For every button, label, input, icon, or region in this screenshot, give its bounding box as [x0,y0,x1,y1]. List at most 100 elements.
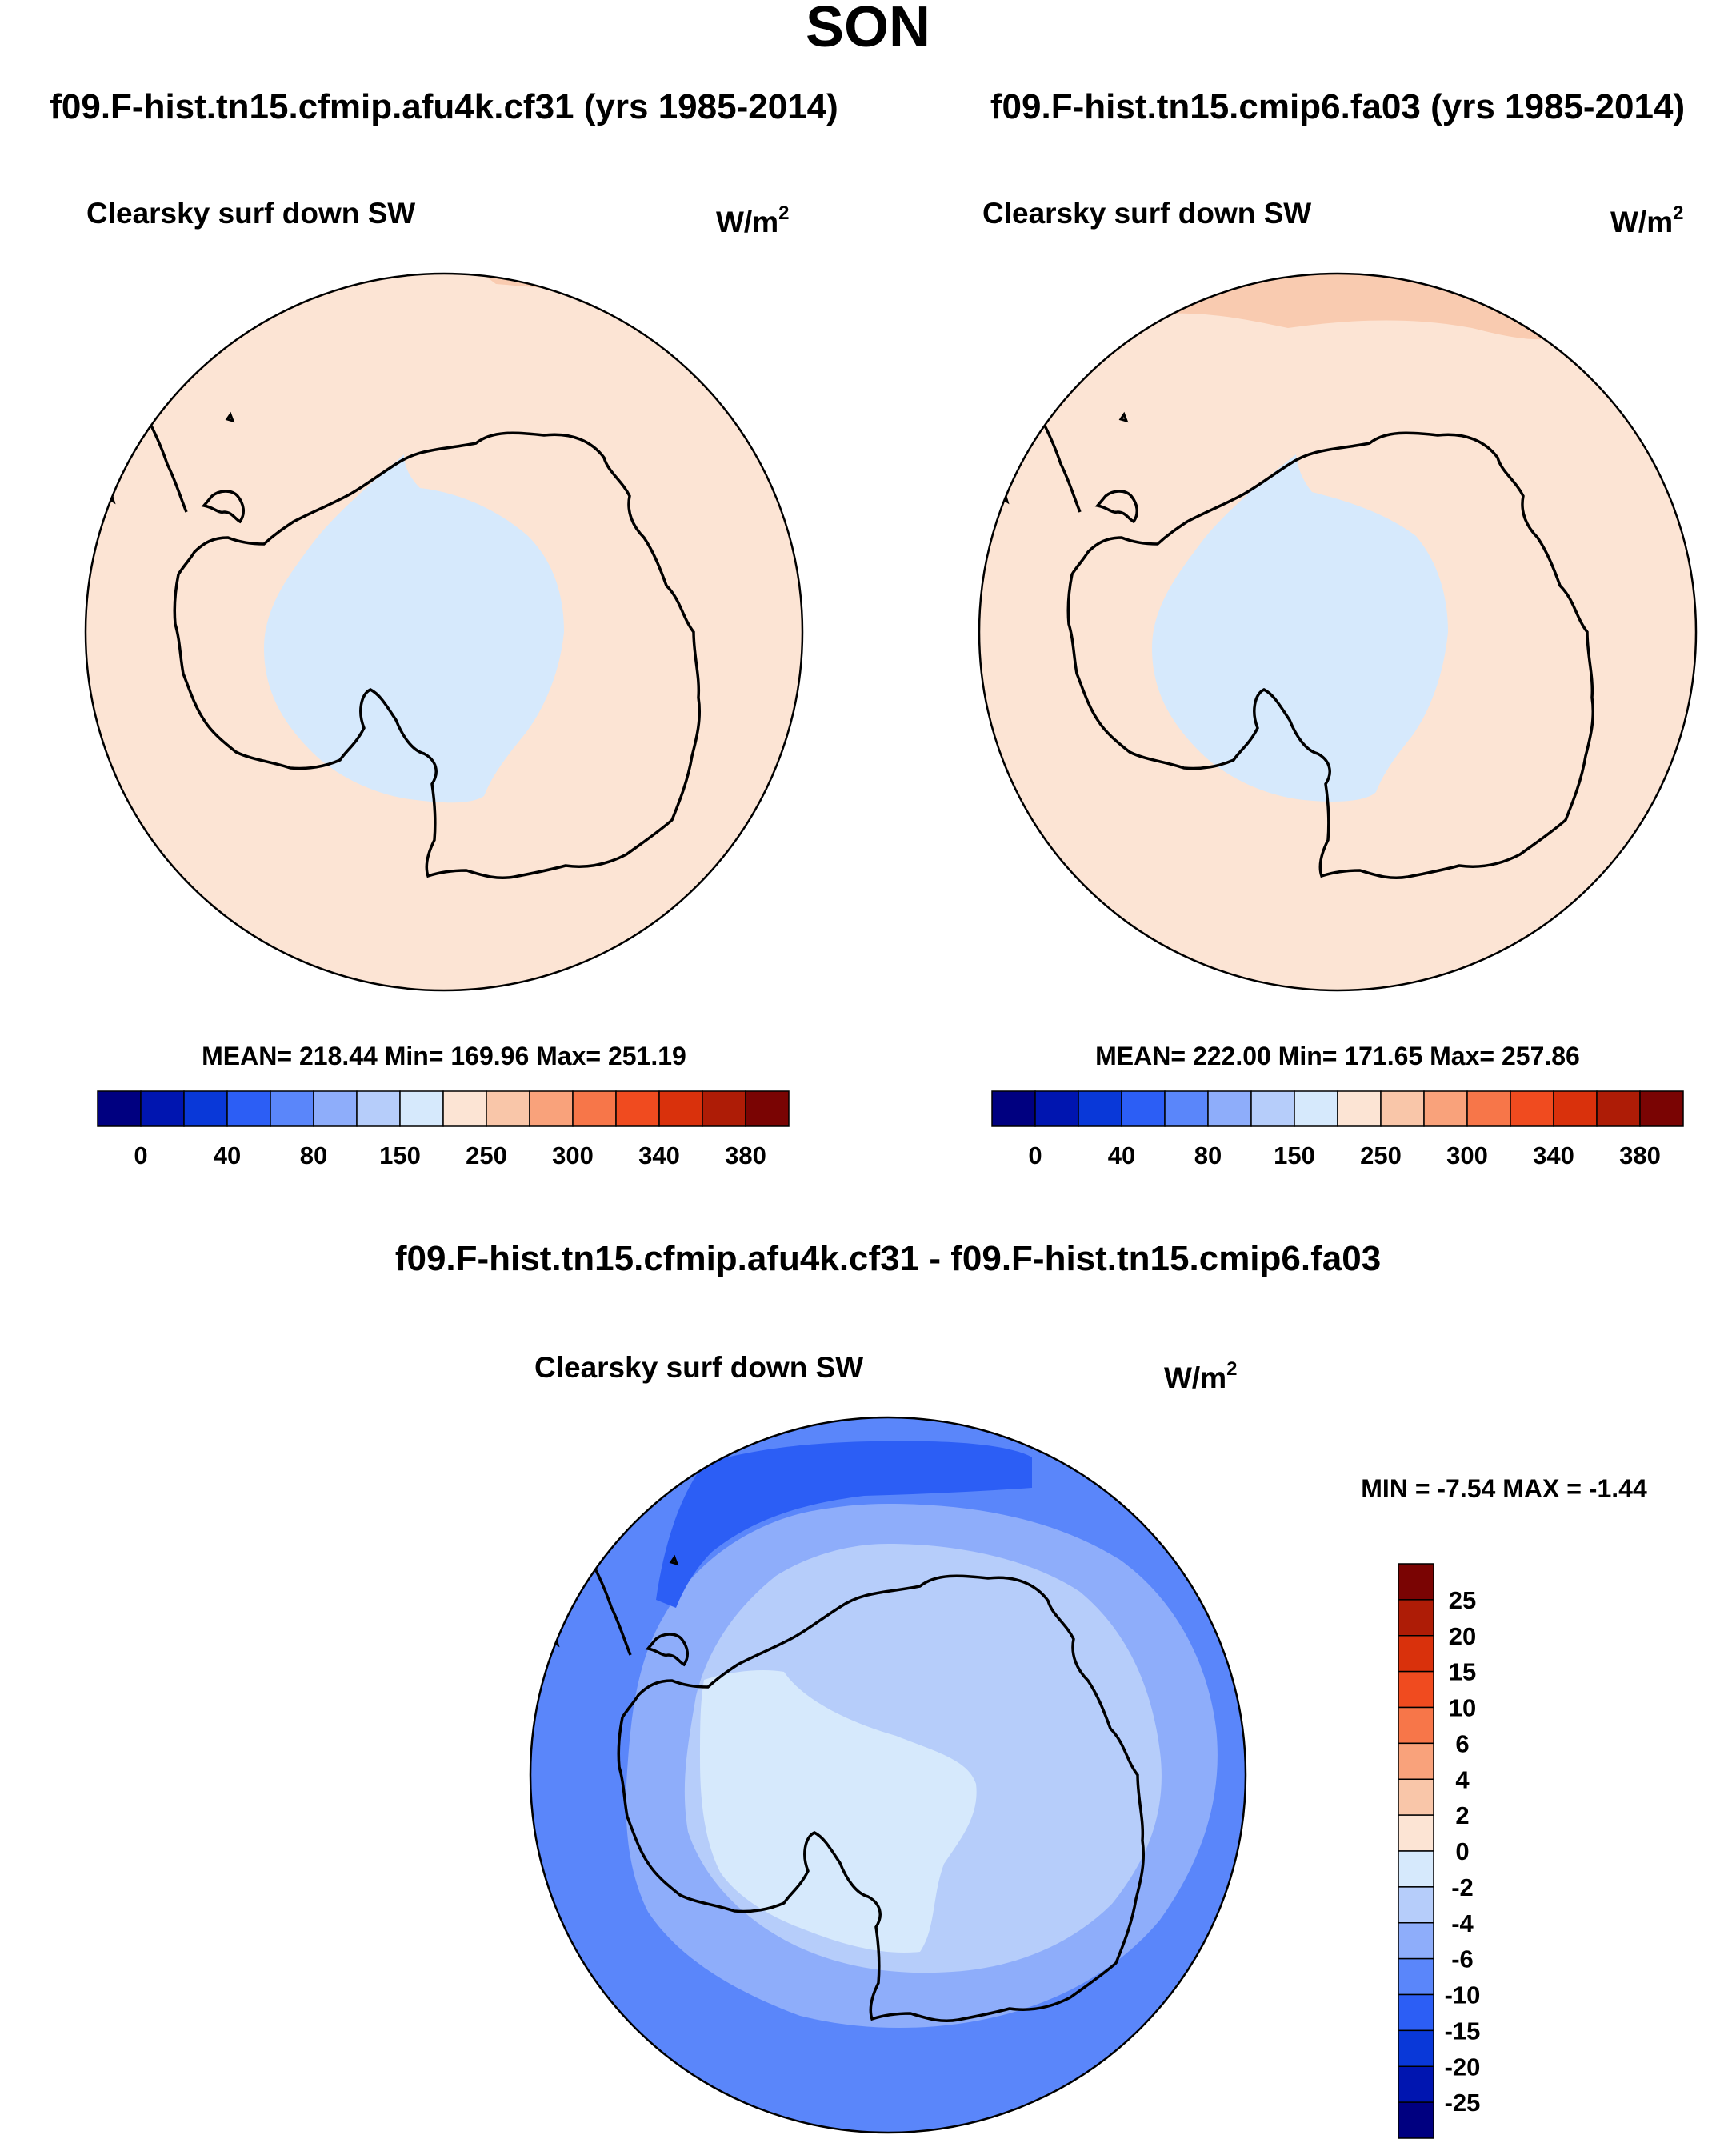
colorbar-swatch [1398,1635,1434,1673]
panel-right: f09.F-hist.tn15.cmip6.fa03 (yrs 1985-201… [978,87,1698,1169]
map-diff [530,1417,1246,2133]
colorbar-swatch [1398,1599,1434,1637]
colorbar-tick-label: -25 [1445,2089,1481,2117]
colorbar-swatch [1034,1090,1079,1127]
colorbar-right: 0 40 80 150 250 300 340 380 [991,1090,1684,1169]
colorbar-swatch [1398,1886,1434,1924]
colorbar-tick-label: -2 [1451,1873,1474,1901]
panel-right-case-title: f09.F-hist.tn15.cmip6.fa03 (yrs 1985-201… [990,87,1685,126]
colorbar-swatch [1398,1814,1434,1852]
panel-right-variable: Clearsky surf down SW [982,197,1311,230]
colorbar-swatch [1398,1993,1434,2032]
colorbar-swatch [529,1090,574,1127]
colorbar-swatch [226,1090,271,1127]
map-right-low-region [1152,454,1448,802]
colorbar-swatch [658,1090,703,1127]
colorbar-tick-label: 80 [1194,1141,1222,1169]
colorbar-tick-label: 150 [1274,1141,1315,1169]
panel-right-stats: MEAN= 222.00 Min= 171.65 Max= 257.86 [1095,1042,1580,1070]
colorbar-tick-label: -6 [1451,1945,1474,1973]
colorbar-swatch [356,1090,401,1127]
colorbar-swatch [1337,1090,1382,1127]
colorbar-swatch [1466,1090,1511,1127]
colorbar-tick-label: 150 [379,1141,421,1169]
colorbar-tick-label: 340 [1533,1141,1574,1169]
diff-units: W/m2 [1164,1358,1237,1394]
colorbar-swatch [1398,1778,1434,1816]
colorbar-swatch [702,1090,746,1127]
colorbar-tick-label: 300 [1446,1141,1488,1169]
colorbar-swatch [1639,1090,1684,1127]
colorbar-swatch [140,1090,185,1127]
colorbar-swatch [1398,1670,1434,1709]
colorbar-swatch [1553,1090,1598,1127]
diff-stats: MIN = -7.54 MAX = -1.44 [1361,1474,1647,1503]
map-left [86,274,802,990]
colorbar-swatch [1398,2029,1434,2067]
colorbar-tick-label: 80 [300,1141,327,1169]
panel-right-units: W/m2 [1610,202,1683,238]
colorbar-tick-label: 380 [725,1141,766,1169]
panel-left-variable: Clearsky surf down SW [86,197,415,230]
colorbar-swatch [1398,1850,1434,1888]
colorbar-swatch [1398,1922,1434,1960]
colorbar-swatch [486,1090,530,1127]
colorbar-tick-label: 300 [552,1141,594,1169]
map-left-low-region [264,454,564,803]
panel-diff: f09.F-hist.tn15.cfmip.afu4k.cf31 - f09.F… [395,1239,1647,2139]
colorbar-swatch [1398,1563,1434,1601]
map-diff-core [700,1670,977,1953]
diff-title: f09.F-hist.tn15.cfmip.afu4k.cf31 - f09.F… [395,1239,1381,1278]
colorbar-swatch [1207,1090,1252,1127]
colorbar-tick-label: 380 [1619,1141,1661,1169]
colorbar-swatch [615,1090,660,1127]
colorbar-left: 0 40 80 150 250 300 340 380 [97,1090,790,1169]
page-title: SON [806,0,930,59]
colorbar-swatch [991,1090,1036,1127]
panel-left: f09.F-hist.tn15.cfmip.afu4k.cf31 (yrs 19… [50,87,838,1169]
colorbar-swatch [442,1090,487,1127]
colorbar-tick-label: 4 [1455,1765,1470,1793]
colorbar-tick-label: 340 [638,1141,680,1169]
map-right-border [978,272,1698,992]
panel-left-case-title: f09.F-hist.tn15.cfmip.afu4k.cf31 (yrs 19… [50,87,838,126]
colorbar-tick-label: -10 [1445,1981,1481,2009]
colorbar-tick-label: 6 [1455,1729,1469,1757]
panel-left-units: W/m2 [716,202,789,238]
map-diff-border [529,1416,1247,2134]
colorbar-tick-label: 250 [1360,1141,1402,1169]
colorbar-swatch [1398,2065,1434,2103]
colorbar-swatch [183,1090,228,1127]
colorbar-swatch [1398,1742,1434,1780]
map-diff-island-1 [669,1554,679,1566]
colorbar-tick-label: -4 [1451,1909,1474,1937]
map-left-island-1 [225,411,235,423]
colorbar-tick-label: -20 [1445,2053,1481,2081]
colorbar-swatch [1398,1957,1434,1996]
colorbar-tick-label: 0 [1028,1141,1042,1169]
colorbar-swatch [1250,1090,1295,1127]
map-left-border [84,272,804,992]
colorbar-swatch [1423,1090,1468,1127]
panel-left-stats: MEAN= 218.44 Min= 169.96 Max= 251.19 [202,1042,686,1070]
colorbar-swatch [1078,1090,1122,1127]
colorbar-swatch [97,1090,142,1127]
colorbar-tick-label: 2 [1455,1801,1469,1829]
colorbar-swatch [1510,1090,1554,1127]
colorbar-swatch [1380,1090,1425,1127]
colorbar-swatch [745,1090,790,1127]
colorbar-tick-label: 20 [1449,1622,1476,1650]
colorbar-tick-label: 0 [134,1141,147,1169]
colorbar-tick-label: 25 [1449,1586,1476,1614]
colorbar-tick-label: 10 [1449,1694,1476,1722]
colorbar-swatch [1596,1090,1641,1127]
colorbar-tick-label: 250 [466,1141,507,1169]
colorbar-tick-label: 40 [214,1141,241,1169]
colorbar-swatch [1121,1090,1166,1127]
colorbar-tick-label: 40 [1108,1141,1135,1169]
colorbar-tick-label: 0 [1455,1837,1469,1865]
diff-variable: Clearsky surf down SW [534,1351,863,1384]
colorbar-swatch [1164,1090,1209,1127]
